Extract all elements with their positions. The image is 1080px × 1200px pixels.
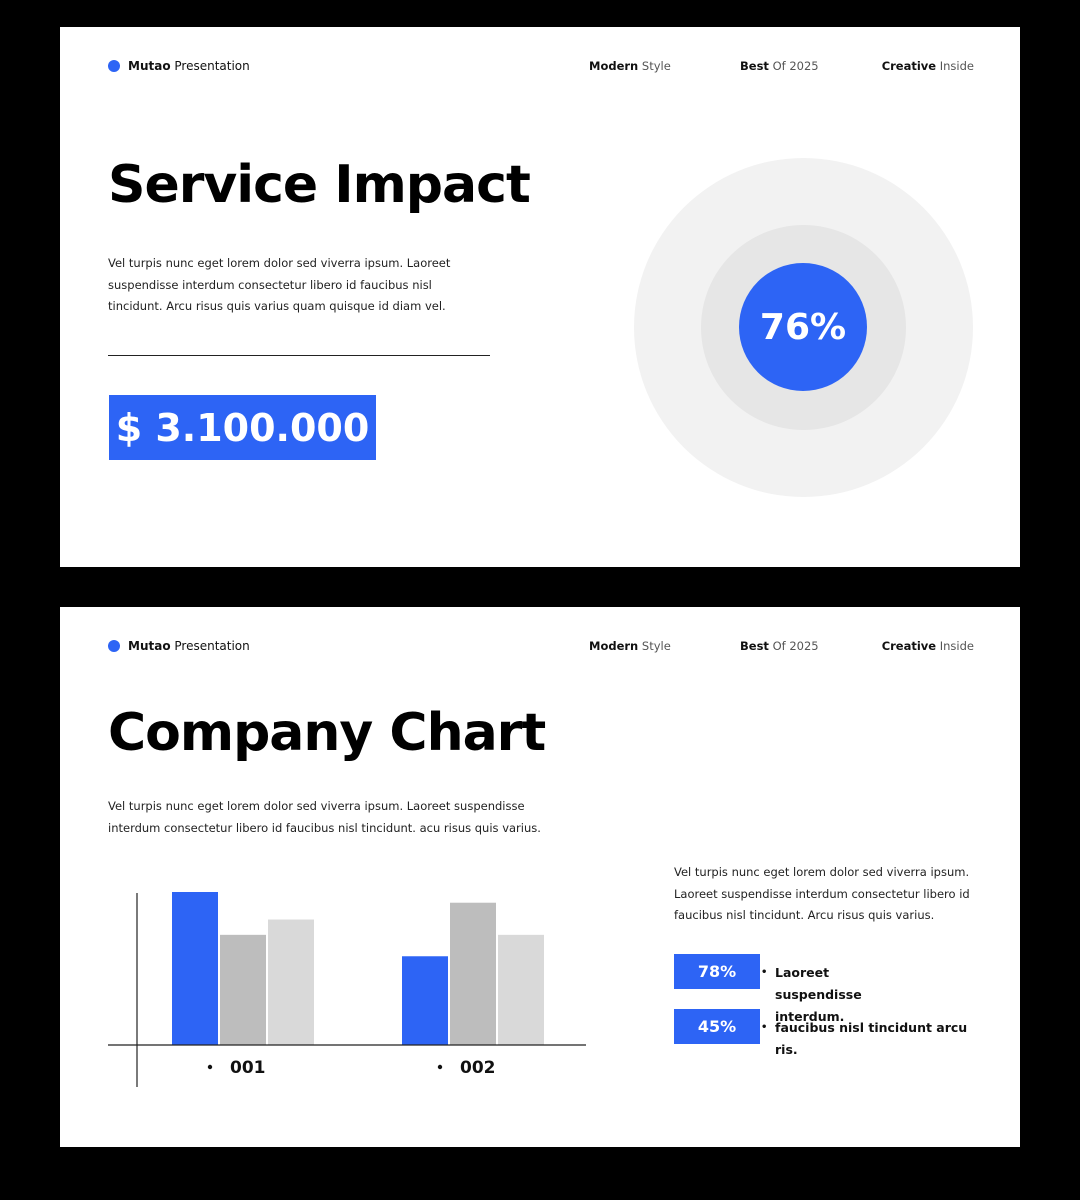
nav-creative-inside: Creative Inside bbox=[881, 639, 974, 653]
bar-001-series-2 bbox=[220, 934, 266, 1045]
x-tick-label-001: 001 bbox=[230, 1058, 266, 1078]
slide-company-chart: Mutao Presentation Modern Style Best Of … bbox=[60, 607, 1020, 1147]
nav-modern-style: Modern Style bbox=[589, 59, 671, 73]
bar-chart: 001 002 bbox=[108, 892, 586, 1087]
slide-header: Mutao Presentation Modern Style Best Of … bbox=[108, 59, 974, 75]
stat-badge-1: 78% bbox=[674, 954, 760, 989]
slide-service-impact: Mutao Presentation Modern Style Best Of … bbox=[60, 27, 1020, 567]
slide-header: Mutao Presentation Modern Style Best Of … bbox=[108, 639, 974, 655]
nav-modern-style: Modern Style bbox=[589, 639, 671, 653]
bar-001-series-1 bbox=[172, 892, 218, 1045]
nav-best-of: Best Of 2025 bbox=[740, 59, 819, 73]
brand-dot-icon bbox=[108, 60, 120, 72]
divider bbox=[108, 355, 490, 356]
stat-text-2: faucibus nisl tincidunt arcu ris. bbox=[761, 1017, 975, 1061]
nav-creative-inside: Creative Inside bbox=[881, 59, 974, 73]
body-text: Vel turpis nunc eget lorem dolor sed viv… bbox=[108, 799, 541, 835]
brand-dot-icon bbox=[108, 640, 120, 652]
bar-001-series-3 bbox=[268, 919, 314, 1045]
x-tick-label-002: 002 bbox=[460, 1058, 496, 1078]
brand-name: Mutao bbox=[128, 59, 171, 73]
tick-bullet-icon bbox=[437, 1064, 443, 1070]
stat-badge-2: 45% bbox=[674, 1009, 760, 1044]
brand: Mutao Presentation bbox=[108, 59, 250, 73]
bar-002-series-1 bbox=[402, 956, 448, 1045]
body-text: Vel turpis nunc eget lorem dolor sed viv… bbox=[108, 256, 451, 313]
tick-bullet-icon bbox=[207, 1064, 213, 1070]
bar-002-series-3 bbox=[498, 934, 544, 1045]
gauge-value: 76% bbox=[739, 263, 867, 391]
bar-002-series-2 bbox=[450, 902, 496, 1045]
side-text: Vel turpis nunc eget lorem dolor sed viv… bbox=[674, 865, 970, 922]
brand-name: Mutao bbox=[128, 639, 171, 653]
page-title: Service Impact bbox=[108, 155, 531, 215]
brand: Mutao Presentation bbox=[108, 639, 250, 653]
brand-subtitle: Presentation bbox=[174, 639, 250, 653]
brand-subtitle: Presentation bbox=[174, 59, 250, 73]
amount-badge: $ 3.100.000 bbox=[109, 395, 376, 460]
page-title: Company Chart bbox=[108, 703, 546, 763]
nav-best-of: Best Of 2025 bbox=[740, 639, 819, 653]
